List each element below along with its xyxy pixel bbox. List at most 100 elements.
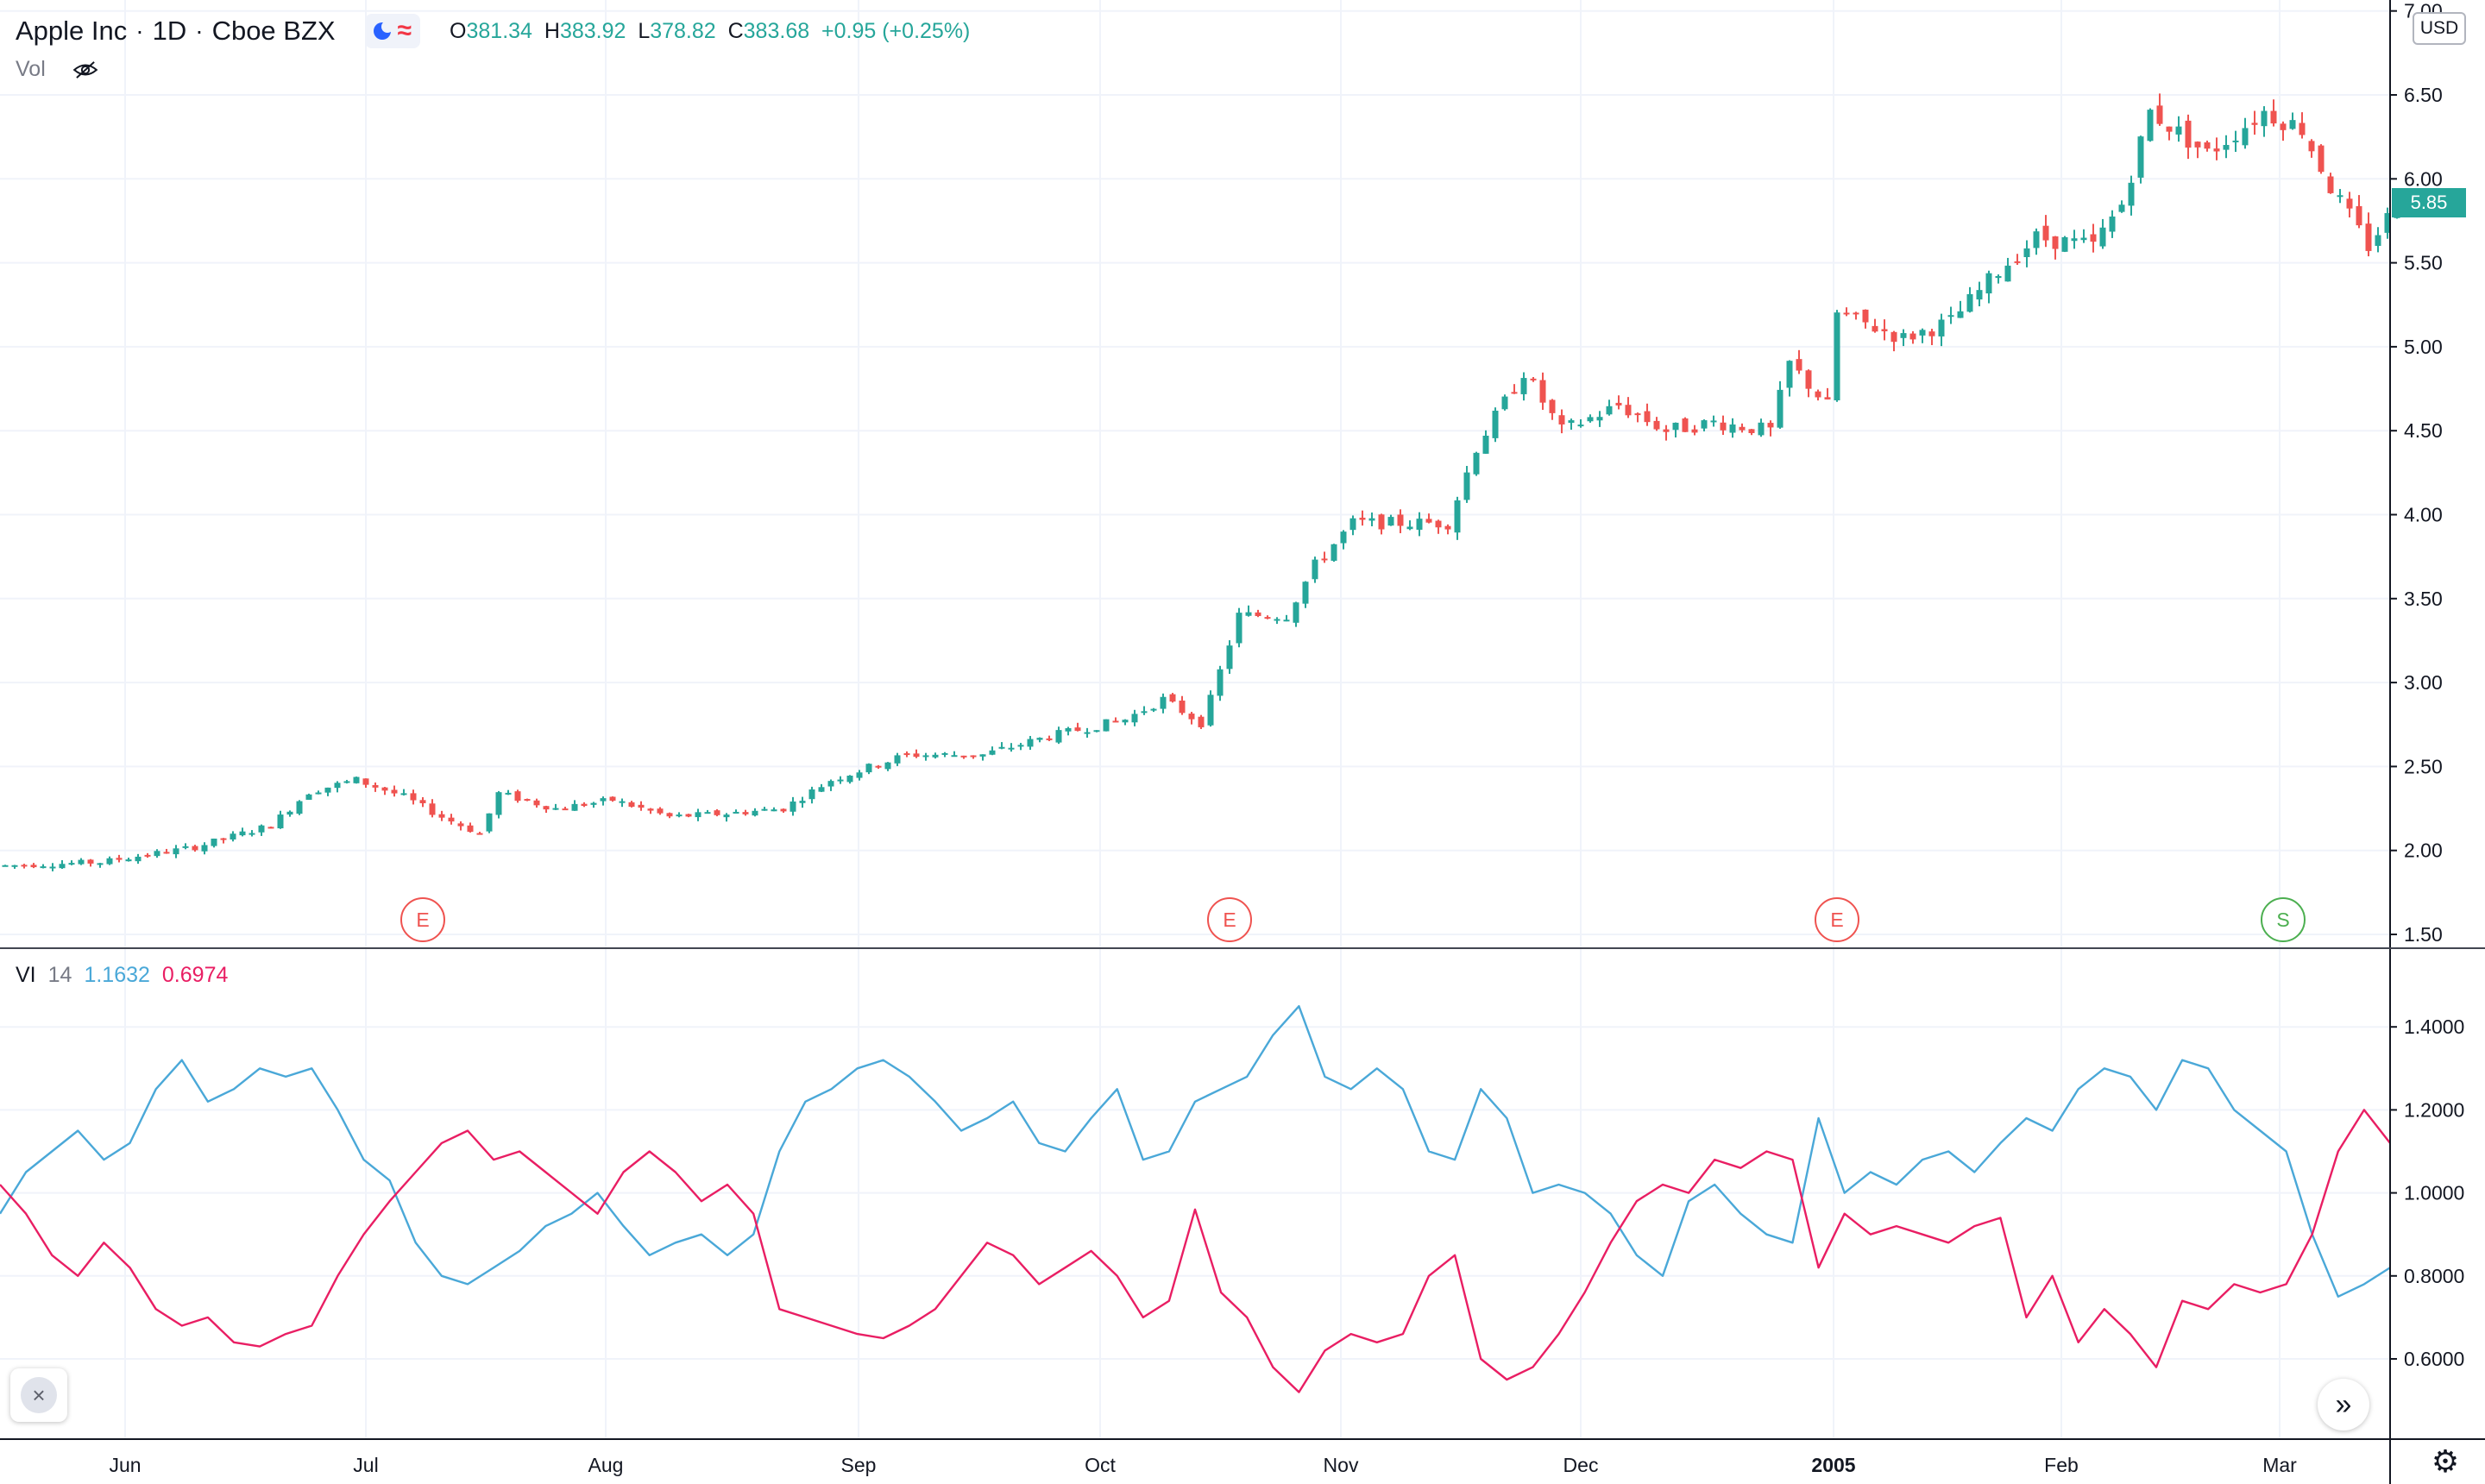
vi-tick-label: 1.0000 (2404, 1182, 2464, 1204)
candle-body (638, 804, 645, 808)
candle-body (2042, 225, 2049, 241)
candle-body (1691, 429, 1698, 433)
eye-off-icon[interactable] (72, 60, 99, 79)
candle-body (230, 833, 236, 839)
candle-body (154, 851, 160, 857)
candle-body (1701, 420, 1708, 429)
candle-body (457, 823, 464, 827)
candle-body (941, 752, 948, 755)
gear-icon[interactable]: ⚙ (2431, 1443, 2460, 1479)
candle-body (248, 833, 255, 835)
scroll-to-realtime-button[interactable]: » (2318, 1379, 2369, 1431)
candle-body (2185, 120, 2192, 148)
candle-body (448, 817, 455, 822)
candle-body (1853, 312, 1859, 315)
candle-body (2137, 136, 2144, 178)
candle-body (495, 792, 502, 815)
candle-body (1625, 405, 1632, 416)
candle-body (1131, 714, 1138, 723)
candle-body (125, 859, 132, 862)
candle-body (2375, 235, 2381, 246)
candle-body (1312, 559, 1318, 580)
legend-status-pill[interactable]: ≈ (364, 14, 421, 48)
candle-body (59, 864, 66, 869)
candle-body (1748, 429, 1755, 433)
candle-body (799, 801, 806, 803)
x-tick-label: 2005 (1811, 1454, 1855, 1476)
vi-plus-value: 1.1632 (84, 963, 150, 987)
candle-body (1416, 519, 1423, 530)
candle-body (1501, 396, 1508, 410)
open-label: O (450, 18, 467, 43)
volume-legend: Vol (16, 57, 99, 82)
candle-body (286, 811, 293, 815)
x-tick-label: Aug (588, 1454, 624, 1476)
candle-body (220, 838, 227, 840)
candle-body (1653, 420, 1660, 430)
candle-body (619, 801, 626, 803)
exchange-label[interactable]: Cboe BZX (211, 16, 336, 46)
candle-body (1112, 720, 1119, 723)
candle-body (695, 812, 701, 818)
candle-body (894, 755, 901, 764)
candle-body (1236, 613, 1242, 644)
candle-body (1530, 378, 1537, 380)
currency-badge[interactable]: USD (2413, 12, 2466, 45)
candle-body (600, 798, 607, 802)
candle-body (362, 778, 369, 785)
candle-body (913, 753, 920, 758)
candle-body (1634, 413, 1641, 416)
vi-tick-label: 0.8000 (2404, 1265, 2464, 1287)
y-tick-label: 1.50 (2404, 923, 2443, 946)
candle-body (676, 814, 683, 817)
candle-body (827, 781, 834, 787)
close-panel-button[interactable]: × (10, 1368, 67, 1422)
candle-body (666, 813, 673, 817)
candle-body (970, 755, 977, 758)
candle-body (2, 865, 9, 867)
y-tick-label: 3.50 (2404, 588, 2443, 610)
vi-name[interactable]: VI (16, 963, 36, 987)
candle-body (438, 814, 445, 818)
symbol-name[interactable]: Apple Inc (16, 16, 128, 46)
candle-body (2318, 145, 2325, 173)
candle-body (1682, 418, 1689, 432)
candle-body (2156, 105, 2163, 124)
legend-separator: · (135, 17, 144, 44)
candle-body (324, 787, 331, 793)
candle-body (1425, 519, 1432, 523)
grid (0, 0, 2390, 1439)
volume-label[interactable]: Vol (16, 57, 46, 81)
x-tick-label: Sep (841, 1454, 877, 1476)
event-marker-label: E (1223, 909, 1236, 931)
candle-body (1966, 293, 1973, 312)
x-tick-label: Jun (109, 1454, 141, 1476)
candle-body (2251, 123, 2258, 125)
candle-body (1122, 720, 1129, 723)
candle-body (173, 848, 179, 855)
candle-body (1900, 333, 1907, 338)
candle-body (2128, 182, 2135, 206)
candle-body (486, 813, 493, 832)
candle-body (211, 838, 217, 846)
low-value: 378.82 (650, 18, 716, 43)
candle-body (1179, 701, 1186, 714)
candle-body (106, 858, 113, 865)
candle-body (2004, 265, 2011, 282)
candle-body (1482, 435, 1489, 454)
candle-body (1520, 378, 1527, 394)
candle-body (1217, 669, 1224, 696)
candle-body (1805, 370, 1812, 389)
candle-body (372, 784, 379, 788)
candle-body (1368, 518, 1375, 521)
candle-body (2232, 140, 2239, 142)
vi-length: 14 (47, 963, 72, 987)
change-value: +0.95 (+0.25%) (821, 18, 971, 43)
candle-body (1615, 402, 1622, 406)
y-tick-label: 5.00 (2404, 336, 2443, 358)
candle-body (2346, 198, 2353, 209)
interval-label[interactable]: 1D (152, 16, 187, 46)
candle-body (116, 858, 123, 860)
candle-body (1568, 420, 1575, 424)
